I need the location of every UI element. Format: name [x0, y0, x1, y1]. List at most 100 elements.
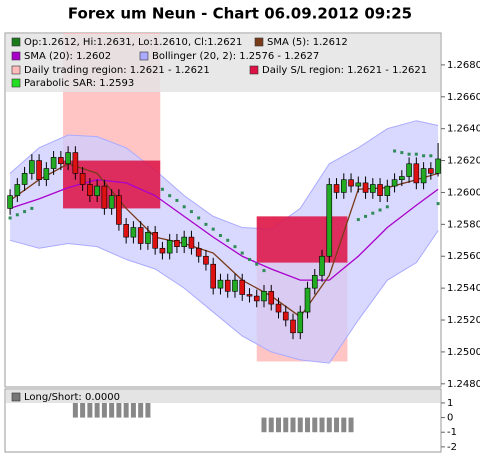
candle-body: [399, 176, 405, 181]
bollinger-upper: [9, 120, 439, 230]
y-tick-label: 1.2680: [447, 60, 480, 71]
panel-title: Long/Short: 0.0000: [24, 392, 120, 403]
candle-body: [268, 291, 275, 305]
candle-body: [348, 179, 354, 187]
y-tick-label: 1.2600: [447, 187, 480, 198]
candle-body: [406, 163, 412, 177]
y-tick-label: 1.2500: [447, 347, 480, 358]
candle-body: [29, 160, 35, 174]
sar-dot: [247, 257, 251, 261]
sar-dot: [407, 152, 411, 156]
candle-body: [116, 195, 122, 225]
long-short-bar: [109, 402, 115, 418]
sar-dot: [436, 202, 440, 206]
candle-body: [261, 291, 267, 302]
candle-body: [101, 185, 108, 209]
legend-swatch: [11, 51, 21, 61]
candle-body: [333, 184, 340, 193]
legend-label: SMA (5): 1.2612: [267, 37, 348, 48]
long-short-bar: [80, 402, 86, 418]
candle-body: [65, 152, 71, 165]
candle-body: [94, 185, 100, 196]
candle-body: [319, 255, 325, 276]
bollinger-lower: [9, 230, 439, 364]
long-short-bar: [145, 402, 151, 418]
y-tick-label: 1.2540: [447, 283, 480, 294]
legend-swatch: [139, 51, 149, 61]
sar-dot: [356, 218, 360, 222]
y-tick-label: 0: [447, 413, 453, 424]
y-tick-label: 1.2480: [447, 379, 480, 390]
long-short-bar: [130, 402, 136, 418]
candle-body: [297, 311, 304, 334]
long-short-bar: [72, 402, 78, 418]
sar-dot: [400, 151, 404, 155]
candle-body: [355, 182, 362, 187]
sl-region: [256, 216, 348, 263]
candle-body: [217, 279, 224, 289]
legend-box: [6, 34, 440, 92]
candle-body: [181, 236, 187, 247]
candle-body: [420, 168, 427, 184]
candle-body: [428, 168, 434, 174]
candle-body: [391, 179, 398, 187]
y-tick-label: 1.2560: [447, 251, 480, 262]
y-tick-label: 1.2520: [447, 315, 480, 326]
candle-body: [311, 275, 318, 289]
candle-body: [377, 184, 383, 196]
candle-body: [246, 294, 253, 297]
candle-body: [282, 311, 289, 321]
sar-dot: [189, 210, 193, 214]
legend-swatch: [254, 37, 264, 47]
legend-label: Parabolic SAR: 1.2593: [24, 78, 134, 89]
sar-dot: [15, 213, 19, 217]
legend-label: SMA (20): 1.2602: [24, 51, 111, 62]
legend-label: Op:1.2612, Hi:1.2631, Lo:1.2610, Cl:1.26…: [24, 37, 242, 48]
candle-body: [435, 158, 441, 174]
sar-dot: [226, 238, 230, 242]
candle-body: [108, 195, 115, 209]
long-short-bar: [326, 417, 332, 433]
candle-body: [152, 232, 158, 249]
sar-dot: [204, 222, 208, 226]
candle-body: [21, 173, 28, 185]
candle-body: [239, 279, 246, 295]
y-tick-label: 1.2620: [447, 156, 480, 167]
sar-dot: [385, 205, 389, 209]
y-tick-label: -1: [447, 427, 457, 438]
long-short-bar: [297, 417, 303, 433]
candle-body: [137, 227, 144, 244]
sar-dot: [8, 216, 12, 220]
long-short-bar: [268, 417, 274, 433]
candle-body: [203, 255, 209, 265]
sar-dot: [23, 210, 27, 214]
sar-dot: [175, 198, 179, 202]
candle-body: [14, 184, 21, 196]
long-short-bar: [275, 417, 281, 433]
candle-body: [275, 303, 282, 313]
candle-body: [87, 184, 93, 196]
sar-dot: [160, 187, 164, 191]
candle-body: [210, 263, 217, 289]
long-short-bar: [101, 402, 107, 418]
candle-body: [130, 227, 137, 238]
sar-dot: [197, 216, 201, 220]
sar-dot: [240, 251, 244, 255]
sar-dot: [211, 227, 215, 231]
long-short-bar: [290, 417, 296, 433]
y-tick-label: -2: [447, 442, 457, 453]
long-short-bar: [283, 417, 289, 433]
long-short-bar: [312, 417, 318, 433]
long-short-bar: [319, 417, 325, 433]
candle-body: [36, 160, 42, 181]
long-short-bar: [116, 402, 122, 418]
long-short-bar: [138, 402, 144, 418]
chart-title: Forex um Neun - Chart 06.09.2012 09:25: [68, 5, 412, 23]
long-short-bar: [334, 417, 340, 433]
candle-body: [253, 295, 260, 302]
sar-dot: [364, 214, 368, 218]
candle-body: [58, 157, 64, 165]
y-tick-label: 1.2660: [447, 92, 480, 103]
sar-dot: [429, 154, 433, 158]
